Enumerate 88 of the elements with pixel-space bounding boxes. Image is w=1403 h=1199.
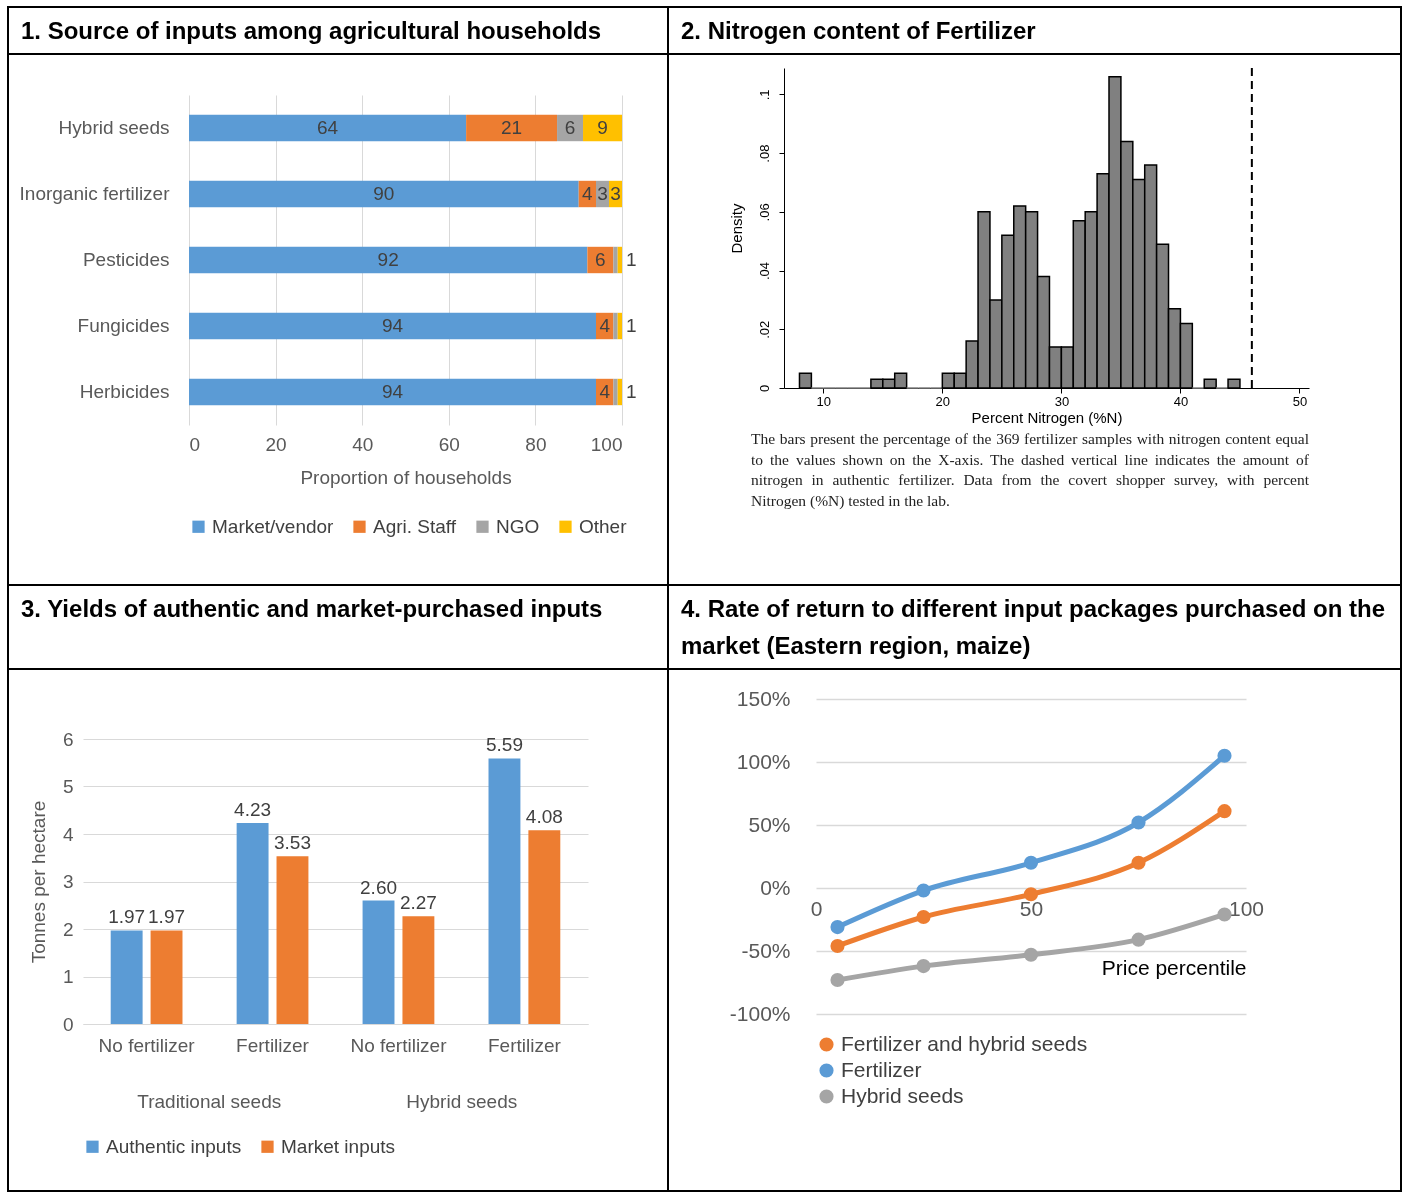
text: Traditional seeds bbox=[137, 1091, 282, 1112]
y-tick-label: 100% bbox=[736, 749, 791, 773]
y-tick-label: Pesticides bbox=[82, 249, 170, 270]
x-tick-label: Fertilizer bbox=[236, 1034, 310, 1056]
y-tick-label: Herbicides bbox=[79, 381, 170, 402]
x-tick-label: 40 bbox=[352, 433, 374, 455]
x-tick-label: 20 bbox=[265, 433, 287, 455]
legend-label: Fertilizer bbox=[841, 1057, 922, 1081]
x-tick-label: 100 bbox=[1228, 896, 1265, 920]
data-label: 5.59 bbox=[485, 734, 523, 756]
data-label: 2.27 bbox=[399, 892, 437, 914]
data-label: 4 bbox=[599, 315, 611, 336]
data-label: 2.60 bbox=[360, 876, 398, 898]
data-label: 94 bbox=[381, 381, 404, 402]
x-tick-label: 20 bbox=[935, 393, 951, 409]
y-tick-label: 2 bbox=[62, 918, 74, 940]
y-tick-label: 1 bbox=[62, 966, 74, 987]
data-label: 3 bbox=[610, 183, 621, 204]
data-label: 1 bbox=[626, 315, 637, 336]
text: Hybrid seeds bbox=[406, 1091, 518, 1112]
y-tick-label: 5 bbox=[62, 776, 74, 797]
y-tick-label: 150% bbox=[736, 686, 791, 710]
legend-label: Hybrid seeds bbox=[841, 1083, 964, 1107]
data-label: 3 bbox=[597, 183, 608, 204]
y-tick-label: .04 bbox=[756, 262, 772, 281]
data-label: 92 bbox=[377, 249, 399, 270]
legend-label: NGO bbox=[496, 515, 540, 537]
data-label: 94 bbox=[381, 315, 404, 336]
data-label: 1 bbox=[626, 249, 637, 270]
x-tick-label: 80 bbox=[525, 433, 547, 455]
x-tick-label: 30 bbox=[1054, 393, 1070, 409]
x-tick-label: 50 bbox=[1019, 896, 1044, 920]
data-label: 6 bbox=[564, 117, 576, 138]
y-tick-label: 0 bbox=[62, 1013, 74, 1035]
x-axis-title: Proportion of households bbox=[300, 466, 512, 488]
data-label: 3.53 bbox=[273, 832, 311, 854]
y-tick-label: 0 bbox=[756, 384, 772, 393]
y-tick-label: -50% bbox=[741, 938, 791, 962]
chart-title: 4. Rate of return to different input packages purchased on the market (Eastern region, maize) bbox=[669, 586, 1400, 670]
y-tick-label: 0% bbox=[760, 875, 791, 899]
chart-title: 1. Source of inputs among agricultural households bbox=[9, 8, 667, 55]
y-tick-label: .02 bbox=[756, 320, 772, 339]
x-tick-label: 50 bbox=[1292, 393, 1308, 409]
x-tick-label: No fertilizer bbox=[98, 1034, 196, 1056]
y-tick-label: .08 bbox=[756, 144, 772, 163]
y-tick-label: .06 bbox=[756, 203, 772, 222]
x-axis-title: Price percentile bbox=[1101, 955, 1247, 979]
legend-label: Fertilizer and hybrid seeds bbox=[841, 1031, 1088, 1055]
y-tick-label: 4 bbox=[62, 823, 74, 845]
x-tick-label: 0 bbox=[189, 433, 201, 455]
data-label: 1.97 bbox=[148, 906, 186, 928]
x-tick-label: 60 bbox=[438, 433, 460, 455]
y-axis-title: Density bbox=[727, 203, 745, 254]
legend-label: Authentic inputs bbox=[106, 1135, 242, 1157]
data-label: 1.97 bbox=[108, 906, 146, 928]
data-label: 1 bbox=[626, 381, 637, 402]
x-tick-label: 40 bbox=[1173, 393, 1189, 409]
x-tick-label: Fertilizer bbox=[487, 1034, 562, 1056]
y-tick-label: 6 bbox=[62, 728, 74, 750]
x-tick-label: 0 bbox=[810, 896, 823, 920]
y-axis-title: Tonnes per hectare bbox=[27, 800, 49, 964]
chart-title: 3. Yields of authentic and market-purchased inputs bbox=[9, 586, 667, 670]
data-label: 9 bbox=[597, 117, 608, 138]
x-axis-title: Percent Nitrogen (%N) bbox=[971, 408, 1123, 426]
x-tick-label: 100 bbox=[590, 433, 623, 455]
x-tick-label: No fertilizer bbox=[350, 1034, 448, 1056]
data-label: 21 bbox=[501, 117, 523, 138]
y-tick-label: Inorganic fertilizer bbox=[19, 183, 171, 204]
chart-title: 2. Nitrogen content of Fertilizer bbox=[669, 8, 1400, 55]
x-tick-label: 10 bbox=[816, 393, 832, 409]
data-label: 90 bbox=[373, 183, 395, 204]
data-label: 4.08 bbox=[525, 806, 563, 828]
y-tick-label: 50% bbox=[748, 812, 791, 836]
y-tick-label: Fungicides bbox=[77, 315, 170, 336]
data-label: 4 bbox=[599, 381, 611, 402]
data-label: 4.23 bbox=[234, 799, 272, 821]
data-label: 64 bbox=[316, 117, 339, 138]
data-label: 4 bbox=[582, 183, 594, 204]
legend-label: Market/vendor bbox=[212, 515, 335, 537]
data-label: 6 bbox=[595, 249, 606, 270]
legend-label: Market inputs bbox=[281, 1135, 396, 1157]
text: The bars present the percentage of the 369 fertilizer samples with nitrogen content equal to the values shown on the X-axis. The dashed vertical line indicates the amount of nitrogen in authentic fertilizer. Data from the covert shopper survey, with percent Nitrogen (%N) tested in the lab. bbox=[751, 429, 1309, 511]
y-tick-label: .1 bbox=[756, 89, 772, 101]
y-tick-label: 3 bbox=[62, 871, 74, 892]
y-tick-label: Hybrid seeds bbox=[58, 117, 170, 138]
legend-label: Agri. Staff bbox=[373, 515, 457, 537]
y-tick-label: -100% bbox=[729, 1001, 791, 1025]
legend-label: Other bbox=[579, 515, 628, 537]
